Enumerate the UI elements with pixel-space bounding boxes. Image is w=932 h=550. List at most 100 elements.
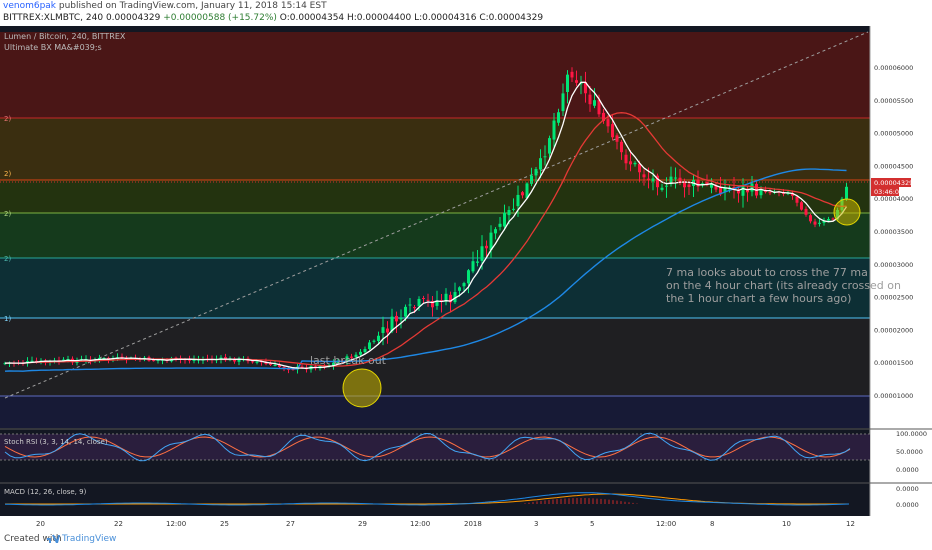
chart-area[interactable]: Lumen / Bitcoin, 240, BITTREX Ultimate B… — [0, 26, 932, 530]
stoch-d-line — [4, 436, 851, 458]
candle-body — [444, 293, 448, 302]
candle-body — [566, 74, 569, 92]
candle-body — [530, 175, 533, 184]
candle-body — [458, 287, 461, 291]
last-price: 0.00004329 — [105, 13, 161, 23]
candles-group — [3, 67, 848, 374]
candle-body — [651, 178, 655, 182]
candle-body — [516, 194, 520, 207]
price-tick-label: 0.00001000 — [874, 392, 913, 400]
candle-body — [593, 100, 596, 106]
candle-body — [647, 178, 650, 180]
candle-body — [660, 187, 664, 190]
candle-body — [359, 351, 362, 355]
ma-77-line — [4, 168, 847, 372]
candle-body — [152, 360, 155, 362]
candle-body — [30, 360, 34, 362]
price-tick-label: 0.00006000 — [874, 64, 913, 72]
candle-body — [66, 359, 70, 361]
price-tick-label: 0.00002500 — [874, 294, 913, 302]
footer: Created with TradingView — [0, 530, 932, 550]
fib-zone-5 — [0, 258, 870, 318]
price-tick-label: 0.00002000 — [874, 326, 913, 334]
countdown-tag — [871, 187, 899, 196]
candle-body — [588, 94, 592, 105]
candle-body — [602, 112, 605, 122]
candle-body — [575, 80, 578, 83]
candle-body — [701, 183, 704, 185]
candle-body — [561, 93, 565, 112]
note-line-1: 7 ma looks about to cross the 77 ma — [666, 266, 868, 279]
time-axis[interactable] — [0, 516, 932, 530]
candle-body — [746, 188, 749, 193]
candle-body — [435, 300, 439, 306]
candle-body — [390, 316, 394, 332]
candle-body — [606, 119, 610, 127]
macd-label-2: 0.0000 — [896, 501, 919, 509]
time-tick-label: 20 — [36, 520, 45, 528]
candle-body — [669, 176, 673, 185]
trend-line[interactable] — [4, 31, 869, 399]
price-tick-label: 0.00001500 — [874, 359, 913, 367]
fib-zone-4 — [0, 213, 870, 258]
candle-body — [422, 297, 425, 299]
candle-body — [354, 354, 358, 358]
candle-body — [611, 124, 614, 138]
price-axis[interactable] — [870, 26, 932, 530]
candle-body — [426, 299, 430, 301]
candle-body — [332, 362, 335, 366]
candle-body — [498, 223, 502, 227]
candle-body — [156, 359, 160, 361]
fib-zone-2 — [0, 118, 870, 180]
candle-body — [795, 196, 799, 203]
symbol-label: BITTREX:XLMBTC, 240 — [3, 13, 104, 23]
candle-body — [503, 212, 506, 227]
candle-body — [408, 304, 412, 306]
note-line-3: the 1 hour chart a few hours ago) — [666, 292, 851, 305]
price-tick-label: 0.00005500 — [874, 97, 913, 105]
breakout-highlight[interactable] — [342, 368, 382, 408]
macd-title: MACD (12, 26, close, 9) — [4, 488, 87, 496]
candle-body — [467, 270, 470, 284]
candle-body — [489, 232, 493, 250]
candle-body — [413, 306, 416, 309]
cross-highlight[interactable] — [833, 198, 861, 226]
fib-label-5: 1) — [4, 315, 11, 323]
price-tick-label: 0.00003500 — [874, 228, 913, 236]
stoch-label-100: 100.0000 — [896, 430, 927, 438]
candle-body — [687, 184, 691, 188]
candle-body — [710, 183, 713, 188]
candle-body — [633, 162, 637, 165]
price-tick-label: 0.00004000 — [874, 195, 913, 203]
candle-body — [552, 120, 556, 140]
candle-body — [768, 192, 772, 194]
price-labels: 0.00006000 0.00005500 0.00005000 0.00004500… — [874, 64, 913, 400]
candle-body — [449, 294, 452, 303]
tradingview-link[interactable]: TradingView — [62, 534, 117, 544]
fib-label-3: 2) — [4, 210, 11, 218]
candle-body — [683, 181, 686, 188]
candle-body — [759, 189, 763, 196]
chart-svg[interactable]: Lumen / Bitcoin, 240, BITTREX Ultimate B… — [0, 26, 932, 530]
candle-body — [521, 192, 524, 196]
author-link[interactable]: venom6pak — [3, 1, 57, 11]
candle-body — [624, 154, 628, 164]
candle-body — [822, 220, 826, 223]
candle-body — [188, 359, 191, 361]
stoch-band — [0, 434, 870, 460]
candle-body — [368, 342, 371, 349]
fib-label-1: 2) — [4, 115, 11, 123]
candle-body — [431, 300, 434, 308]
candle-body — [629, 161, 632, 165]
candle-body — [696, 179, 700, 187]
candle-body — [485, 245, 488, 249]
candle-body — [399, 317, 403, 320]
candle-body — [512, 208, 515, 210]
note-annotation[interactable]: 7 ma looks about to cross the 77 ma on t… — [666, 266, 904, 305]
candle-body — [98, 358, 101, 360]
time-labels: 20 22 12:00 25 27 29 12:00 2018 3 5 12:00 8 10 12 — [36, 520, 855, 528]
candle-body — [831, 218, 835, 220]
candle-body — [818, 222, 821, 224]
fib-zone-3 — [0, 180, 870, 213]
breakout-annotation[interactable]: last break out — [310, 354, 387, 367]
